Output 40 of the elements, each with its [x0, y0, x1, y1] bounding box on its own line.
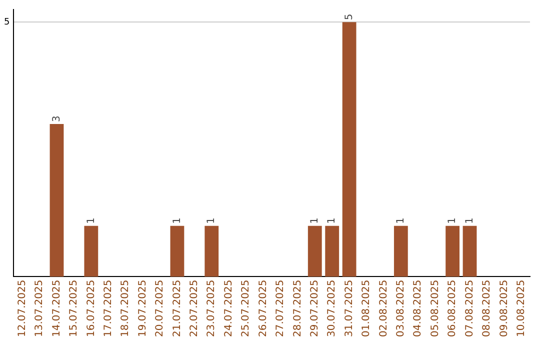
x-tick-label: 04.08.2025 — [412, 280, 424, 338]
x-tick-label: 06.08.2025 — [447, 280, 458, 338]
x-tick-label: 29.07.2025 — [309, 280, 320, 338]
x-tick-label: 15.07.2025 — [68, 280, 80, 338]
data-label: 1 — [86, 217, 97, 224]
x-tick-label: 31.07.2025 — [344, 280, 355, 338]
x-tick-label: 27.07.2025 — [275, 280, 286, 338]
x-tick-label: 12.07.2025 — [16, 280, 28, 338]
x-tick-label: 05.08.2025 — [430, 280, 441, 338]
x-tick-label: 01.08.2025 — [361, 280, 372, 338]
x-tick-label: 13.07.2025 — [34, 280, 46, 338]
x-tick-label: 20.07.2025 — [154, 280, 166, 338]
x-tick-label: 09.08.2025 — [498, 280, 510, 338]
x-tick-label: 03.08.2025 — [396, 280, 407, 338]
x-tick-label: 19.07.2025 — [137, 280, 148, 338]
x-tick-label: 17.07.2025 — [102, 280, 114, 338]
x-tick-label: 08.08.2025 — [482, 280, 493, 338]
x-tick-label: 07.08.2025 — [464, 280, 476, 338]
x-tick-label: 22.07.2025 — [189, 280, 200, 338]
x-tick-label: 24.07.2025 — [223, 280, 234, 338]
x-tick-label: 21.07.2025 — [172, 280, 183, 338]
data-label: 1 — [326, 217, 338, 224]
x-tick-label: 10.08.2025 — [516, 280, 527, 338]
x-tick-label: 16.07.2025 — [86, 280, 97, 338]
data-label: 1 — [464, 217, 476, 224]
x-tick-label: 23.07.2025 — [206, 280, 218, 338]
x-tick-label: 25.07.2025 — [240, 280, 252, 338]
x-tick-label: 26.07.2025 — [258, 280, 269, 338]
x-tick-label: 28.07.2025 — [292, 280, 304, 338]
x-tick-label: 14.07.2025 — [51, 280, 62, 338]
x-tick-label: 30.07.2025 — [326, 280, 338, 338]
data-label: 5 — [344, 14, 355, 20]
x-tick-label: 02.08.2025 — [378, 280, 390, 338]
data-label: 1 — [396, 217, 407, 224]
data-label: 1 — [447, 217, 458, 224]
data-label: 1 — [309, 217, 320, 224]
data-label: 1 — [172, 217, 183, 224]
x-tick-label: 18.07.2025 — [120, 280, 132, 338]
data-label: 3 — [51, 116, 62, 122]
data-label: 1 — [206, 217, 218, 224]
